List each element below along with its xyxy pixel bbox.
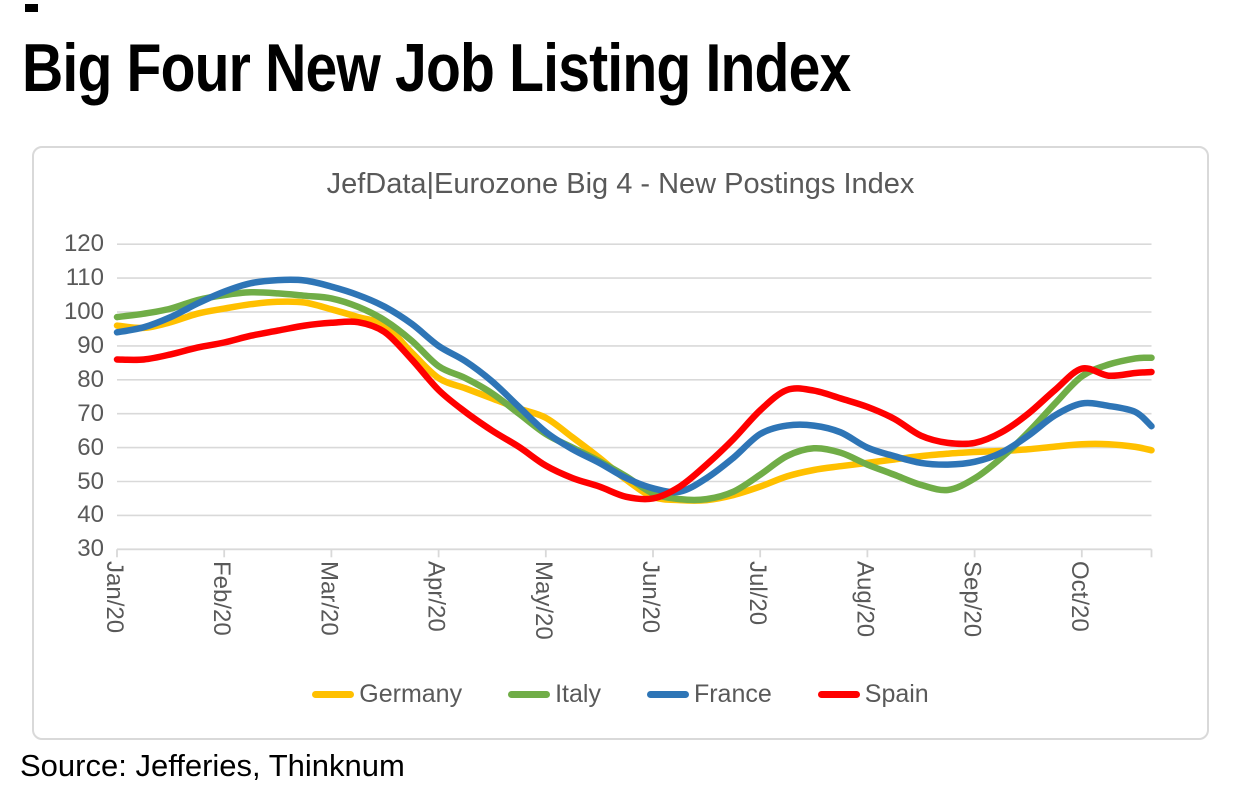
series-line-spain [113, 318, 1155, 503]
legend-swatch-italy [508, 690, 551, 698]
series-line-france [113, 276, 1155, 496]
x-axis-tick-label: Jul/20 [744, 561, 772, 626]
legend-label: Italy [555, 679, 601, 708]
legend-label: Germany [359, 679, 463, 708]
y-axis-tick-label: 80 [77, 365, 104, 393]
x-axis-tick-label: Jun/20 [637, 561, 664, 634]
legend-label: France [693, 679, 772, 708]
x-axis-tick-label: Mar/20 [315, 561, 343, 636]
x-axis-tick-label: Feb/20 [208, 561, 236, 637]
x-axis-tick-label: Sep/20 [958, 561, 986, 638]
y-axis-tick-label: 90 [77, 331, 104, 359]
y-axis-tick-label: 110 [65, 264, 104, 292]
chart-legend: Germany Italy France Spain [34, 678, 1207, 710]
y-axis-tick-label: 60 [77, 433, 104, 461]
legend-swatch-france [646, 690, 689, 698]
x-axis-tick-label: Aug/20 [851, 561, 879, 638]
y-axis-tick-label: 120 [63, 230, 104, 258]
x-axis-tick-label: Oct/20 [1065, 561, 1093, 632]
legend-item-france: France [646, 679, 772, 709]
series-line-italy [113, 289, 1155, 504]
x-axis-tick-label: Jan/20 [101, 561, 128, 634]
x-axis-tick-label: Apr/20 [422, 561, 450, 633]
legend-swatch-germany [312, 690, 355, 698]
chart-title: JefData|Eurozone Big 4 - New Postings In… [326, 168, 915, 200]
x-axis-tick-label: May/20 [529, 561, 557, 640]
chart-container: JefData|Eurozone Big 4 - New Postings In… [32, 146, 1209, 740]
legend-label: Spain [864, 679, 929, 708]
y-axis-tick-label: 50 [77, 467, 104, 495]
y-axis-tick-label: 70 [77, 399, 104, 427]
legend-swatch-spain [817, 690, 860, 698]
page-title: Big Four New Job Listing Index [22, 30, 851, 106]
y-axis-tick-label: 100 [63, 298, 104, 325]
corner-mark [25, 4, 38, 12]
legend-item-germany: Germany [312, 680, 462, 709]
source-note: Source: Jefferies, Thinknum [20, 748, 405, 783]
line-chart-svg [113, 243, 1155, 558]
legend-item-spain: Spain [817, 679, 929, 709]
series-line-germany [113, 298, 1155, 504]
y-axis-tick-label: 30 [77, 535, 104, 563]
y-axis-tick-label: 40 [77, 501, 104, 529]
legend-item-italy: Italy [508, 680, 601, 709]
